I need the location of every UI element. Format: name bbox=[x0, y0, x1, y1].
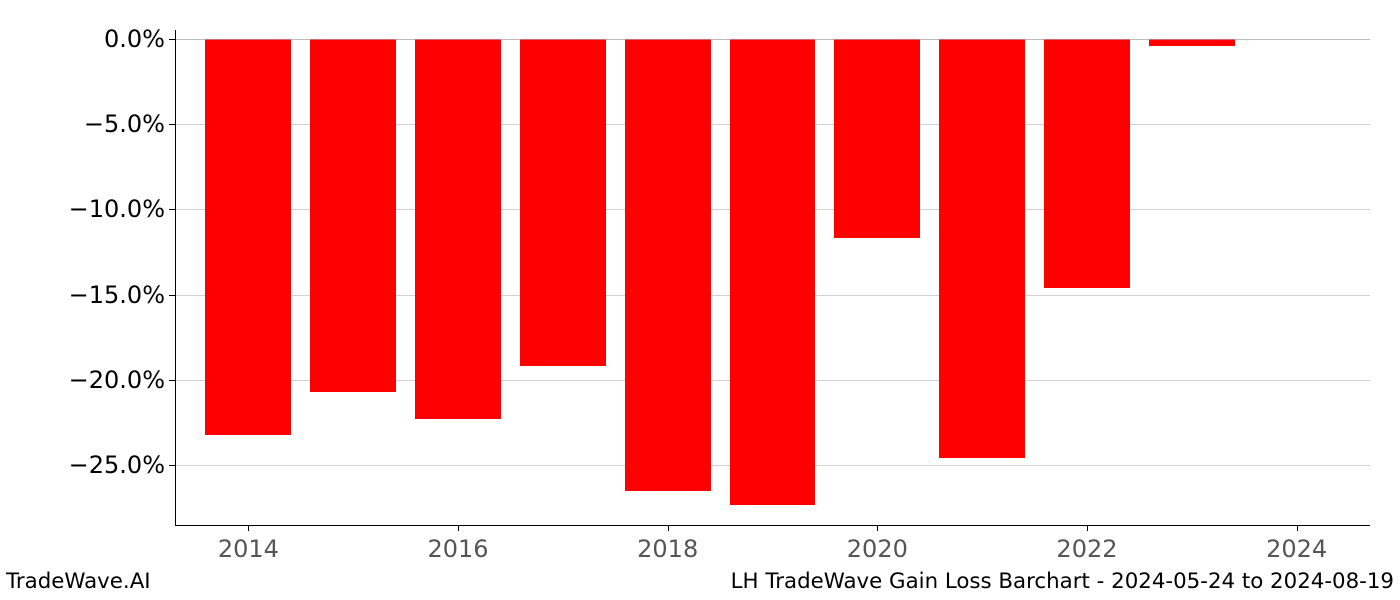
chart-container: 0.0% −5.0% −10.0% −15.0% −20.0% −25.0% 2014 201… bbox=[0, 0, 1400, 600]
x-axis-spine bbox=[175, 525, 1370, 526]
x-tick-label: 2020 bbox=[847, 525, 908, 563]
bar bbox=[625, 39, 711, 491]
x-tick-label: 2024 bbox=[1266, 525, 1327, 563]
zero-line bbox=[175, 39, 1370, 40]
y-tick-label: −5.0% bbox=[84, 110, 175, 138]
bar bbox=[520, 39, 606, 367]
bar bbox=[1149, 39, 1235, 47]
footer-right-text: LH TradeWave Gain Loss Barchart - 2024-0… bbox=[731, 569, 1394, 594]
x-tick-label: 2014 bbox=[218, 525, 279, 563]
y-tick-label: −15.0% bbox=[69, 281, 175, 309]
bar bbox=[1044, 39, 1130, 288]
y-tick-label: −20.0% bbox=[69, 366, 175, 394]
x-tick-label: 2016 bbox=[427, 525, 488, 563]
y-axis-spine bbox=[175, 30, 176, 525]
y-tick-label: 0.0% bbox=[104, 25, 175, 53]
bar bbox=[205, 39, 291, 435]
bar bbox=[415, 39, 501, 420]
bar bbox=[730, 39, 816, 505]
bar bbox=[939, 39, 1025, 459]
bar bbox=[310, 39, 396, 392]
bar bbox=[834, 39, 920, 239]
y-tick-label: −10.0% bbox=[69, 195, 175, 223]
x-tick-label: 2018 bbox=[637, 525, 698, 563]
footer-left-text: TradeWave.AI bbox=[6, 569, 151, 594]
plot-area: 0.0%−5.0%−10.0%−15.0%−20.0%−25.0%2014201… bbox=[175, 30, 1370, 525]
x-tick-label: 2022 bbox=[1056, 525, 1117, 563]
y-tick-label: −25.0% bbox=[69, 451, 175, 479]
